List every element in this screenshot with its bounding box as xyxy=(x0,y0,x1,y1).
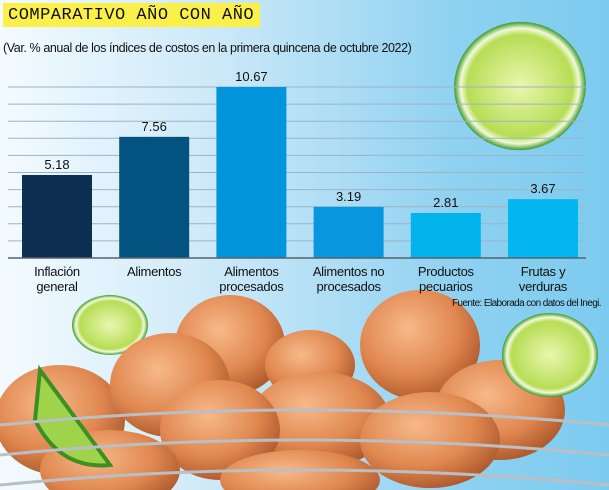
data-label: 5.18 xyxy=(44,157,69,172)
wire-basket xyxy=(0,408,609,487)
bar xyxy=(410,212,481,258)
source-note: Fuente: Elaborada con datos del Inegi. xyxy=(452,298,602,309)
bar xyxy=(216,87,287,258)
bar xyxy=(119,136,190,258)
category-label: Productos xyxy=(418,264,475,279)
category-label: verduras xyxy=(519,279,568,294)
category-label: Frutas y xyxy=(521,264,566,279)
category-label: Alimentos no xyxy=(313,264,385,279)
bar xyxy=(508,199,578,258)
category-label: Inflación xyxy=(34,264,80,279)
category-label: procesados xyxy=(219,279,284,294)
bar xyxy=(313,206,384,258)
lime-slice-right xyxy=(502,313,598,397)
category-label: procesados xyxy=(316,279,381,294)
lime-slice xyxy=(454,21,586,151)
data-label: 3.19 xyxy=(336,189,361,204)
category-label: Alimentos xyxy=(224,264,279,279)
category-label: general xyxy=(36,279,78,294)
data-label: 10.67 xyxy=(235,69,268,84)
category-label: Alimentos xyxy=(127,264,182,279)
data-label: 2.81 xyxy=(433,195,458,210)
chart-title: COMPARATIVO AÑO CON AÑO xyxy=(3,3,261,27)
chart-subtitle: (Var. % anual de los índices de costos e… xyxy=(3,41,412,55)
bar xyxy=(22,174,92,258)
data-label: 7.56 xyxy=(142,119,167,134)
lime-wedge xyxy=(72,295,148,355)
data-label: 3.67 xyxy=(530,181,555,196)
category-label: pecuarios xyxy=(419,279,473,294)
